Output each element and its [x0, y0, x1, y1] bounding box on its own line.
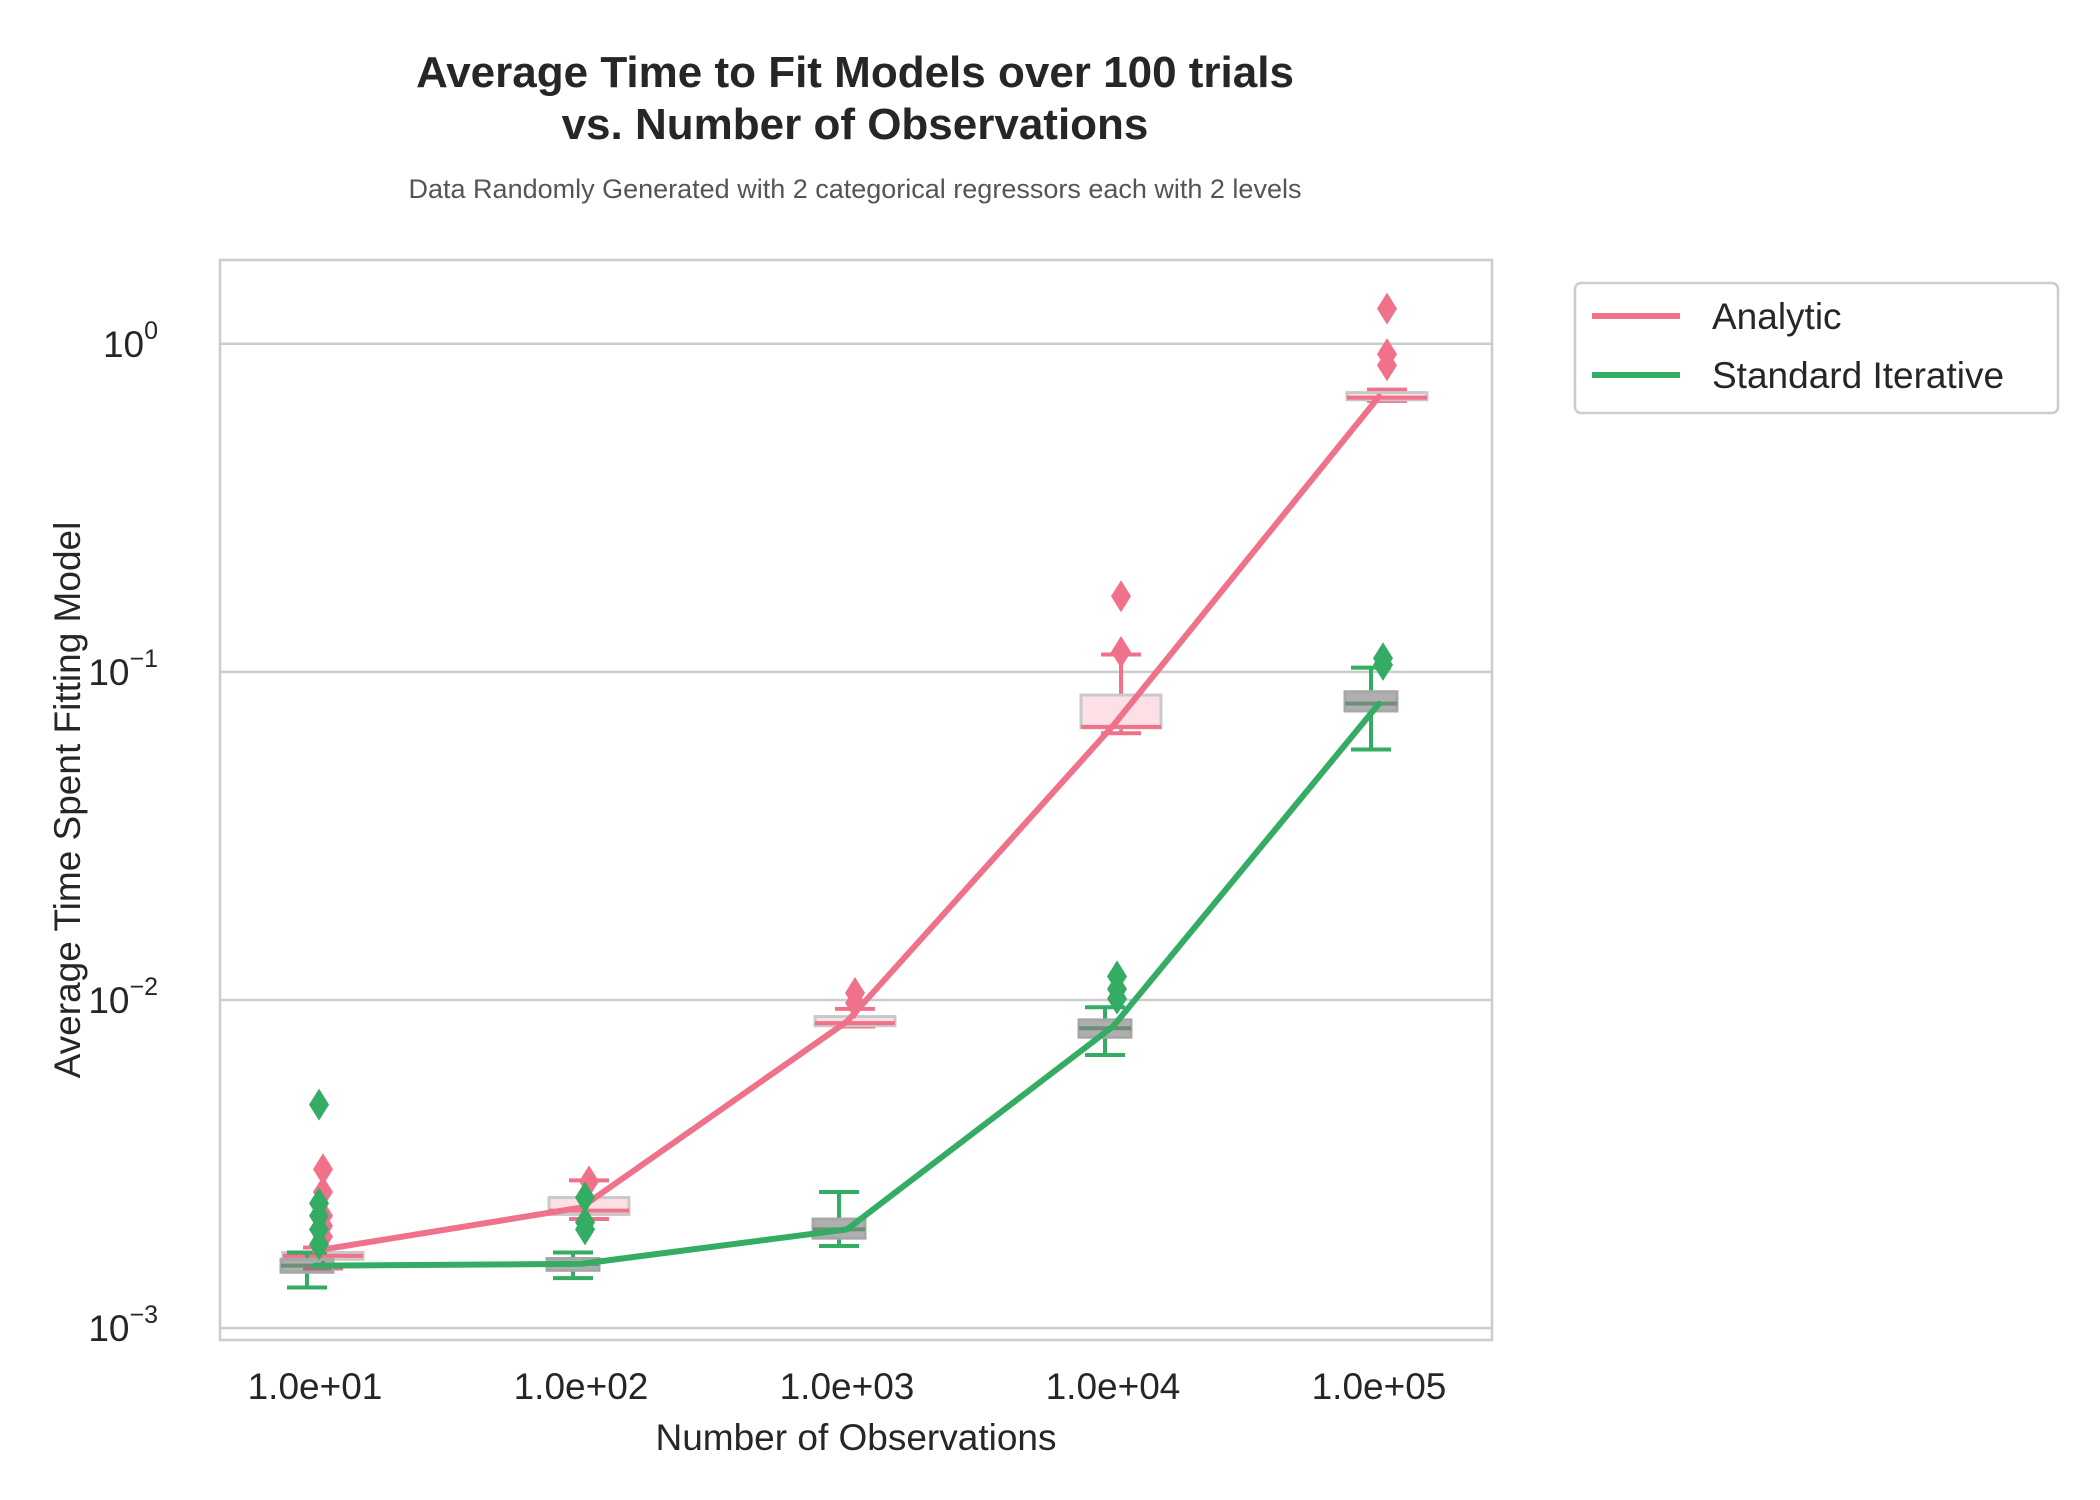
chart-subtitle: Data Randomly Generated with 2 categoric…	[409, 174, 1302, 204]
chart-title-line2: vs. Number of Observations	[562, 100, 1149, 149]
outlier-marker	[1373, 648, 1393, 681]
chart-title-line1: Average Time to Fit Models over 100 tria…	[416, 48, 1294, 97]
outlier-markers	[309, 292, 1397, 1261]
x-tick-label: 1.0e+04	[1046, 1366, 1181, 1407]
y-axis-label: Average Time Spent Fitting Model	[47, 522, 88, 1079]
grid-lines	[220, 342, 1492, 1330]
legend-box	[1573, 281, 2060, 415]
outlier-marker	[313, 1153, 333, 1186]
outlier-marker	[1111, 635, 1131, 668]
outlier-marker	[1377, 349, 1397, 382]
series-lines	[312, 393, 1382, 1269]
y-tick-label: 10−1	[88, 645, 158, 693]
x-tick-label: 1.0e+05	[1312, 1366, 1447, 1407]
outlier-marker	[845, 986, 865, 1019]
y-tick-label: 100	[103, 317, 158, 365]
x-tick-labels: 1.0e+01 1.0e+02 1.0e+03 1.0e+04 1.0e+05	[248, 1366, 1447, 1407]
legend: Analytic Standard Iterative	[1573, 281, 2060, 415]
outlier-marker	[575, 1213, 595, 1246]
x-axis-label: Number of Observations	[655, 1417, 1056, 1458]
outlier-marker	[575, 1181, 595, 1214]
x-tick-label: 1.0e+01	[248, 1366, 383, 1407]
x-tick-label: 1.0e+02	[514, 1366, 649, 1407]
outlier-marker	[1111, 580, 1131, 613]
plot-frame	[218, 258, 1494, 1342]
outlier-marker	[309, 1088, 329, 1121]
y-tick-label: 10−2	[88, 973, 158, 1021]
outlier-marker	[309, 1228, 329, 1261]
legend-label-standard-iterative: Standard Iterative	[1712, 355, 2004, 396]
outlier-marker	[1107, 982, 1127, 1015]
series-line	[312, 700, 1382, 1269]
y-tick-labels: 10−3 10−2 10−1 100	[88, 317, 158, 1349]
series-line	[312, 393, 1382, 1254]
legend-label-analytic: Analytic	[1712, 296, 1842, 337]
box	[1343, 690, 1399, 713]
box-plots	[279, 387, 1429, 1290]
y-tick-label: 10−3	[88, 1301, 158, 1349]
outlier-marker	[1377, 292, 1397, 325]
x-tick-label: 1.0e+03	[780, 1366, 915, 1407]
